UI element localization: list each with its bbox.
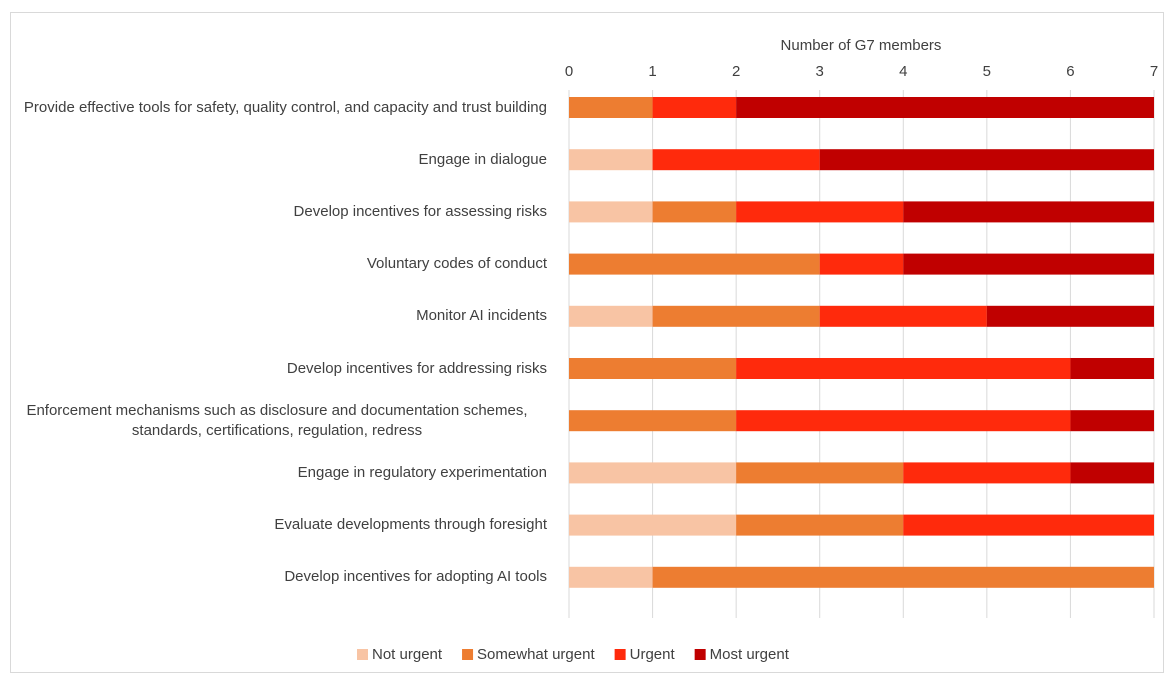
bar-segment xyxy=(1070,410,1154,432)
legend-swatch xyxy=(357,649,368,660)
bar-segment xyxy=(1070,358,1154,379)
bar-segment xyxy=(736,201,904,223)
legend-swatch xyxy=(614,649,626,660)
bar-segment xyxy=(569,253,820,275)
bar-segment xyxy=(903,201,1154,223)
bar-segment xyxy=(652,149,820,171)
bar-segment xyxy=(569,566,653,588)
bar-segment xyxy=(652,201,737,223)
bar-segment xyxy=(569,462,737,484)
x-tick-label: 2 xyxy=(732,63,740,80)
bar-segment xyxy=(903,253,1154,275)
bar-segment xyxy=(736,358,1071,379)
bar-segment xyxy=(569,305,653,327)
legend-label: Urgent xyxy=(630,646,676,663)
bar-segment xyxy=(652,566,1154,588)
legend-label: Not urgent xyxy=(372,646,443,663)
x-tick-label: 3 xyxy=(816,63,824,80)
bar-segment xyxy=(903,514,1154,536)
bar-segment xyxy=(569,97,653,118)
bar-segment xyxy=(569,410,737,432)
x-tick-label: 6 xyxy=(1066,63,1074,80)
bar-segment xyxy=(736,462,904,484)
bar-segment xyxy=(569,358,737,379)
bar-segment xyxy=(569,514,737,536)
x-tick-label: 4 xyxy=(899,63,907,80)
x-tick-label: 5 xyxy=(983,63,991,80)
bar-segment xyxy=(652,97,737,118)
legend-swatch xyxy=(694,649,706,660)
legend-label: Somewhat urgent xyxy=(477,646,595,663)
bar-segment xyxy=(986,305,1154,327)
x-axis-label: Number of G7 members xyxy=(781,37,942,54)
x-tick-label: 7 xyxy=(1150,63,1158,80)
bar-segment xyxy=(736,514,904,536)
legend-swatch xyxy=(462,649,474,660)
bar-segment xyxy=(1070,462,1154,484)
bar-segment xyxy=(652,305,820,327)
x-tick-label: 0 xyxy=(565,63,573,80)
legend-label: Most urgent xyxy=(710,646,790,663)
bar-segment xyxy=(736,97,1154,118)
bar-segment xyxy=(569,149,653,171)
bar-segment xyxy=(819,253,904,275)
bar-segment xyxy=(569,201,653,223)
x-tick-label: 1 xyxy=(648,63,656,80)
bar-segment xyxy=(903,462,1071,484)
bar-segment xyxy=(819,305,987,327)
bar-segment xyxy=(819,149,1154,171)
bar-segment xyxy=(736,410,1071,432)
